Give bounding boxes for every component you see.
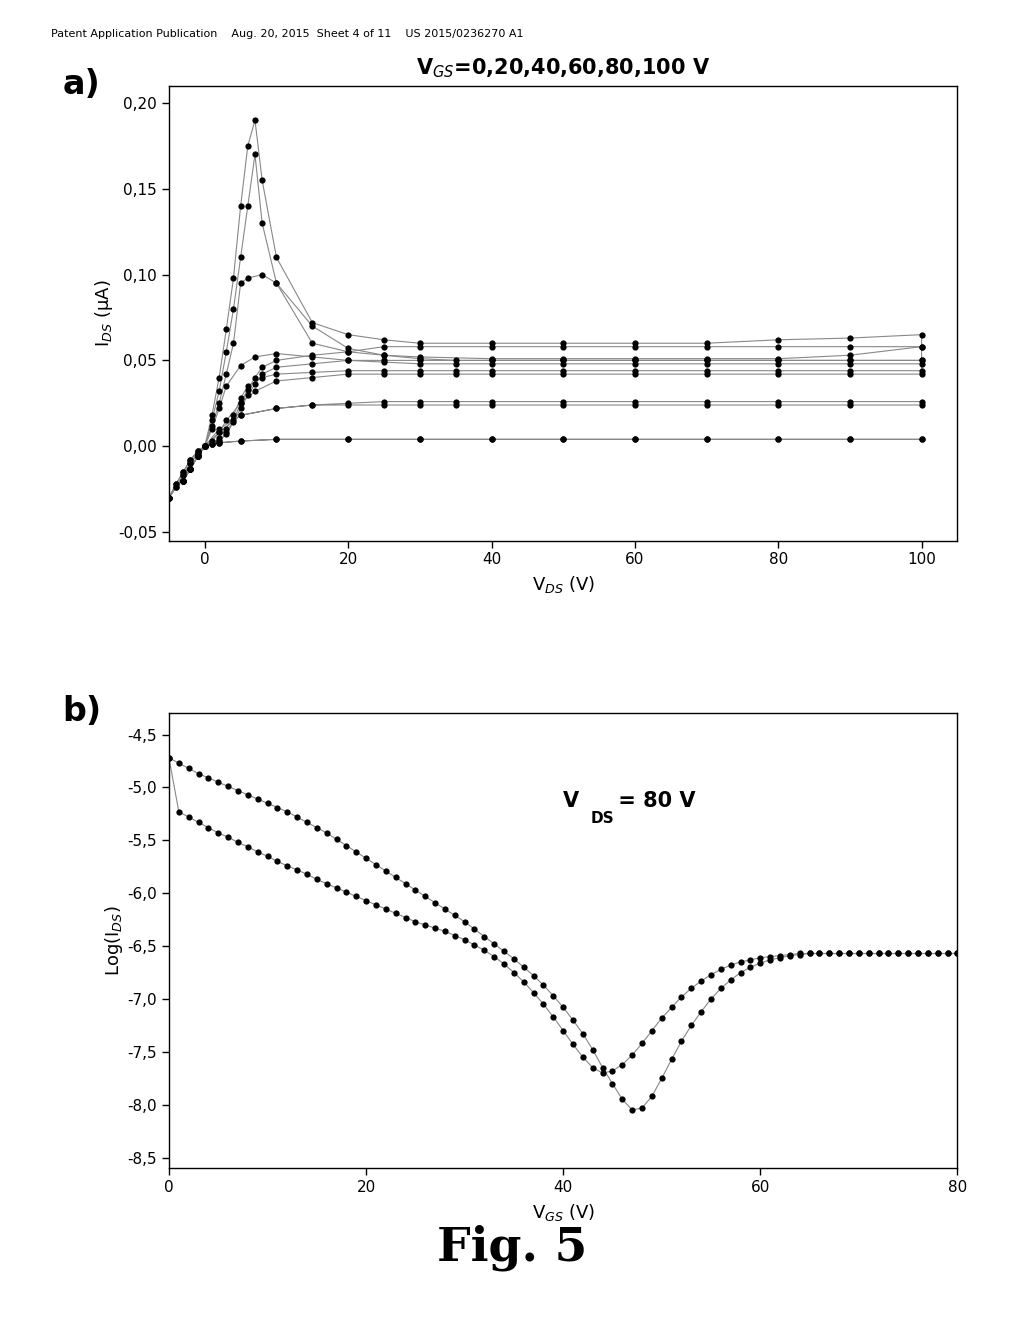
Text: Patent Application Publication    Aug. 20, 2015  Sheet 4 of 11    US 2015/023627: Patent Application Publication Aug. 20, … (51, 29, 523, 40)
X-axis label: V$_{DS}$ (V): V$_{DS}$ (V) (531, 574, 595, 595)
Y-axis label: Log(I$_{DS}$): Log(I$_{DS}$) (102, 906, 125, 975)
Y-axis label: I$_{DS}$ (μA): I$_{DS}$ (μA) (93, 280, 115, 347)
Text: V: V (563, 791, 580, 810)
Text: DS: DS (591, 812, 614, 826)
X-axis label: V$_{GS}$ (V): V$_{GS}$ (V) (531, 1203, 595, 1222)
Text: b): b) (62, 696, 101, 729)
Title: V$_{GS}$=0,20,40,60,80,100 V: V$_{GS}$=0,20,40,60,80,100 V (416, 57, 711, 81)
Text: = 80 V: = 80 V (610, 791, 695, 810)
Text: a): a) (62, 67, 100, 100)
Text: Fig. 5: Fig. 5 (437, 1224, 587, 1271)
